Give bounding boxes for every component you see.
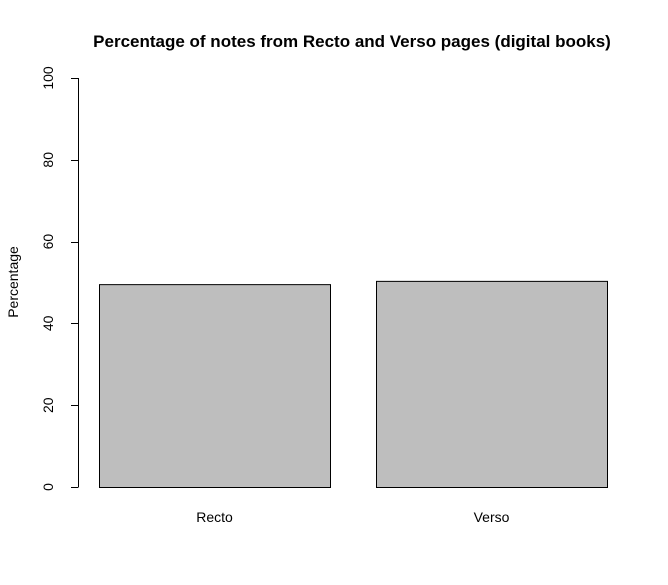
- x-tick-label-verso: Verso: [474, 509, 510, 525]
- y-tick-label-20: 20: [40, 397, 56, 413]
- y-tick-label-40: 40: [40, 315, 56, 331]
- y-tick-label-60: 60: [40, 234, 56, 250]
- y-axis-title: Percentage: [5, 246, 21, 318]
- chart-title: Percentage of notes from Recto and Verso…: [93, 32, 611, 51]
- y-tick-label-80: 80: [40, 152, 56, 168]
- y-tick-label-0: 0: [40, 483, 56, 491]
- bar-verso: [376, 280, 608, 489]
- bars-group: [99, 280, 608, 489]
- y-tick-label-100: 100: [40, 66, 56, 90]
- bar-recto: [99, 284, 331, 488]
- x-tick-label-recto: Recto: [196, 509, 233, 525]
- x-axis-labels: Recto Verso: [196, 509, 509, 525]
- y-axis: 0 20 40 60 80 100: [40, 66, 79, 491]
